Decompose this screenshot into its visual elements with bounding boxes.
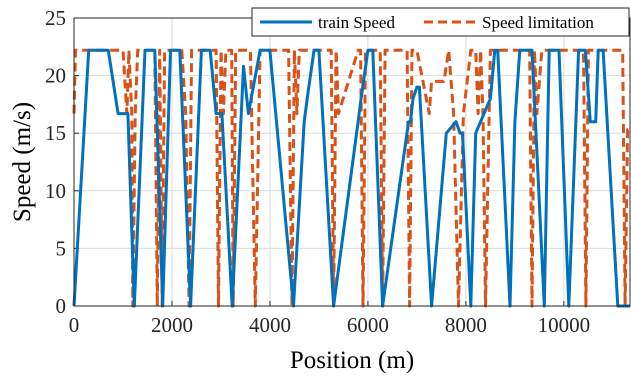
x-tick-label: 0	[69, 313, 80, 337]
y-tick-label: 0	[56, 294, 67, 318]
x-tick-label: 2000	[151, 313, 193, 337]
legend-label-speed-limitation: Speed limitation	[482, 13, 594, 32]
x-tick-label: 4000	[249, 313, 291, 337]
y-tick-label: 15	[45, 121, 66, 145]
y-tick-label: 5	[56, 236, 67, 260]
tick-labels: 0 2000 4000 6000 8000 10000 0 5 10 15 20 25	[45, 6, 590, 337]
x-tick-label: 6000	[347, 313, 389, 337]
y-tick-label: 10	[45, 179, 66, 203]
legend: train Speed Speed limitation	[251, 7, 630, 37]
y-tick-label: 25	[45, 6, 66, 30]
legend-label-train-speed: train Speed	[318, 13, 395, 32]
x-tick-label: 10000	[538, 313, 591, 337]
x-tick-label: 8000	[445, 313, 487, 337]
y-axis-label: Speed (m/s)	[9, 102, 36, 222]
series-layer	[72, 48, 630, 308]
y-tick-label: 20	[45, 64, 66, 88]
x-axis-label: Position (m)	[290, 347, 414, 374]
